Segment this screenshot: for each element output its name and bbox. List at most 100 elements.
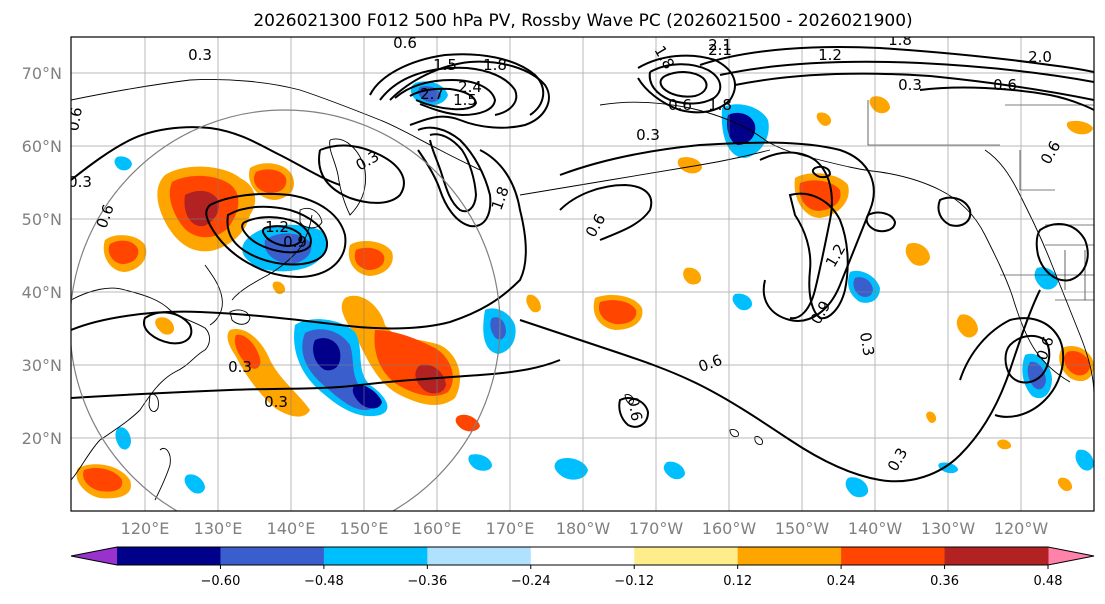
contour-line bbox=[659, 71, 708, 98]
coastline-kamchatka bbox=[329, 138, 367, 216]
contour-line bbox=[143, 311, 193, 345]
border-line bbox=[867, 100, 1000, 146]
anomaly-negative bbox=[352, 384, 382, 409]
anomaly-negative bbox=[114, 156, 132, 171]
contour-line bbox=[261, 225, 303, 248]
coastlines bbox=[71, 79, 1094, 501]
contour-label: 0.3 bbox=[264, 393, 288, 411]
colorbar-tick-label: 0.48 bbox=[1034, 574, 1063, 589]
colorbar-swatch bbox=[323, 547, 428, 565]
contour-line bbox=[959, 317, 1065, 418]
contour-line bbox=[241, 216, 312, 254]
lon-label: 140°E bbox=[267, 519, 316, 538]
contour-line bbox=[559, 183, 653, 241]
lon-label: 170°E bbox=[486, 519, 535, 538]
anomaly-positive bbox=[816, 112, 832, 126]
anomaly-positive bbox=[234, 334, 261, 369]
contour-line bbox=[648, 63, 722, 105]
longitude-labels: 120°E 130°E 140°E 150°E 160°E 170°E 180°… bbox=[121, 519, 1049, 538]
lon-label: 120°W bbox=[994, 519, 1049, 538]
contour-line bbox=[699, 45, 1094, 73]
colorbar-swatch bbox=[427, 547, 532, 565]
contour-line bbox=[71, 149, 527, 331]
lon-label: 150°E bbox=[340, 519, 389, 538]
contour-line bbox=[1035, 223, 1089, 282]
coastline-north-america-west bbox=[984, 149, 1094, 396]
lon-label: 170°W bbox=[629, 519, 684, 538]
anomaly-negative bbox=[1075, 449, 1094, 471]
coastline-japan bbox=[231, 214, 313, 301]
contour-line bbox=[788, 192, 849, 320]
contour-label: 0.3 bbox=[898, 76, 922, 94]
contour-label: 2.0 bbox=[1028, 48, 1052, 66]
contour-label: 0.6 bbox=[668, 96, 692, 114]
colorbar-tick-label: 0.24 bbox=[827, 574, 856, 589]
map-frame bbox=[70, 36, 1095, 512]
coastline-asia bbox=[71, 287, 210, 481]
contour-label: 2.1 bbox=[708, 41, 732, 59]
anomaly-positive bbox=[184, 190, 220, 227]
contour-line bbox=[937, 196, 972, 227]
contour-line bbox=[919, 86, 1094, 111]
anomaly-positive bbox=[1057, 477, 1073, 491]
coastline-pacific-islands bbox=[624, 394, 634, 405]
map-plot-area: 0.6 0.3 0.6 0.3 1.2 0.9 0.3 0.3 2.1 2.4 … bbox=[68, 31, 1094, 511]
coastline-hawaii bbox=[729, 429, 739, 438]
lat-label: 70°N bbox=[22, 64, 62, 83]
contour-label: 0.3 bbox=[636, 126, 660, 144]
contour-label: 2.4 bbox=[458, 78, 482, 96]
colorbar-tick-label: 0.12 bbox=[723, 574, 752, 589]
latitude-labels: 70°N 60°N 50°N 40°N 30°N 20°N bbox=[22, 64, 62, 448]
contour-line bbox=[734, 72, 1094, 101]
lat-label: 50°N bbox=[22, 210, 62, 229]
contour-line bbox=[226, 205, 329, 266]
contour-label: 0.9 bbox=[283, 233, 307, 251]
anomaly-negative bbox=[313, 338, 341, 371]
coastline-philippines bbox=[154, 447, 171, 501]
contour-label: 1.8 bbox=[708, 96, 732, 114]
contour-label: 1.5 bbox=[433, 56, 457, 74]
contour-label: 1.8 bbox=[483, 56, 507, 74]
contour-line bbox=[1004, 334, 1051, 384]
anomaly-positive bbox=[83, 468, 123, 492]
contour-label: 0.6 bbox=[624, 396, 646, 423]
contour-line bbox=[519, 289, 1041, 483]
anomaly-negative bbox=[1027, 361, 1046, 390]
contour-label: 1.8 bbox=[888, 31, 912, 49]
colorbar-swatch bbox=[944, 547, 1049, 565]
colorbar-tick-label: −0.48 bbox=[304, 574, 344, 589]
colorbar-tick-label: 0.36 bbox=[930, 574, 959, 589]
anomaly-positive bbox=[1066, 120, 1093, 135]
anomaly-negative bbox=[1034, 267, 1058, 290]
lon-label: 130°W bbox=[921, 519, 976, 538]
colorbar-swatch bbox=[634, 547, 739, 565]
contour-label: 0.3 bbox=[228, 358, 252, 376]
coastline-hawaii-2 bbox=[754, 436, 763, 445]
colorbar-tick-label: −0.12 bbox=[614, 574, 654, 589]
contour-line bbox=[618, 397, 650, 428]
contour-label: 0.3 bbox=[68, 173, 92, 191]
anomaly-positive bbox=[926, 411, 937, 423]
contour-line bbox=[811, 165, 832, 179]
colorbar-swatch bbox=[117, 547, 221, 565]
anomaly-positive bbox=[526, 294, 541, 313]
contour-label: 2.1 bbox=[708, 36, 732, 54]
contour-line bbox=[318, 144, 405, 204]
contour-label: 0.3 bbox=[856, 331, 878, 358]
colorbar: −0.60 −0.48 −0.36 −0.24 −0.12 0.12 0.24 0.36 0.4… bbox=[70, 546, 1095, 589]
colorbar-outline bbox=[70, 546, 1095, 566]
lon-label: 160°E bbox=[413, 519, 462, 538]
contour-line bbox=[637, 54, 736, 114]
contour-line bbox=[389, 60, 550, 129]
anomaly-positive bbox=[905, 242, 930, 266]
contour-line bbox=[429, 133, 478, 213]
contour-line bbox=[417, 126, 492, 228]
anomaly-positive bbox=[956, 314, 978, 338]
lat-label: 60°N bbox=[22, 137, 62, 156]
reference-circle bbox=[71, 109, 501, 511]
contour-line bbox=[379, 66, 518, 116]
lon-label: 180°W bbox=[556, 519, 611, 538]
lon-label: 120°E bbox=[121, 519, 170, 538]
anomaly-negative bbox=[732, 293, 753, 311]
coastline-aleutians bbox=[519, 149, 771, 196]
